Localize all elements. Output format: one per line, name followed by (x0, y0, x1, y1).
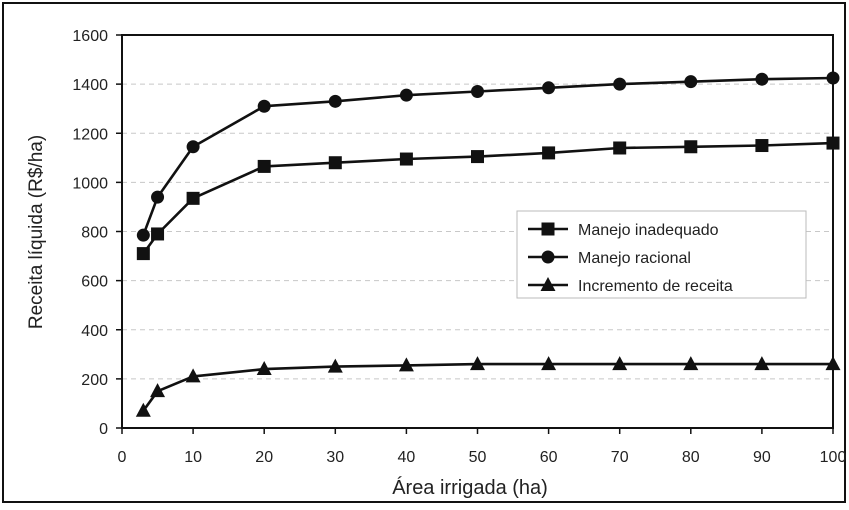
data-point-incremento-de-receita (185, 368, 201, 383)
x-tick-label: 60 (540, 449, 558, 466)
series-group (135, 71, 841, 417)
series-line-incremento-de-receita (142, 362, 833, 412)
data-point-incremento-de-receita (398, 357, 414, 372)
legend-marker-incremento-de-receita (540, 277, 556, 291)
data-point-manejo-inadequado (136, 247, 150, 261)
legend: Manejo inadequado Manejo racional Incremen… (516, 210, 807, 299)
data-point-manejo-racional (328, 94, 342, 108)
data-point-manejo-racional (684, 75, 698, 89)
legend-label-manejo-racional: Manejo racional (578, 250, 691, 267)
data-point-manejo-racional (186, 140, 200, 154)
data-point-incremento-de-receita (825, 356, 841, 371)
data-point-manejo-inadequado (684, 140, 698, 154)
data-point-incremento-de-receita (754, 356, 770, 371)
x-tick-label: 0 (118, 449, 127, 466)
data-point-incremento-de-receita (470, 356, 485, 371)
data-point-manejo-racional (136, 228, 150, 242)
data-point-incremento-de-receita (612, 356, 628, 371)
data-point-manejo-inadequado (151, 227, 165, 241)
data-point-incremento-de-receita (683, 356, 699, 371)
data-point-manejo-inadequado (399, 152, 413, 166)
series-line-manejo-racional (142, 76, 834, 236)
y-tick-label: 0 (99, 421, 108, 438)
x-tick-label: 70 (611, 449, 629, 466)
data-point-manejo-racional (151, 190, 165, 204)
data-point-manejo-inadequado (471, 150, 484, 164)
legend-box (516, 210, 807, 299)
x-axis-label: Área irrigada (ha) (392, 476, 548, 499)
x-axis-ticks: 0 10 20 30 40 50 60 70 80 90 100 (118, 428, 847, 466)
x-tick-label: 10 (184, 449, 202, 466)
data-point-manejo-racional (755, 72, 769, 86)
x-tick-label: 100 (820, 449, 847, 466)
x-tick-label: 30 (326, 449, 344, 466)
data-point-incremento-de-receita (256, 361, 272, 376)
grid-lines (122, 83, 833, 380)
x-tick-label: 50 (469, 449, 487, 466)
data-point-incremento-de-receita (135, 402, 151, 417)
data-point-manejo-inadequado (613, 141, 627, 155)
x-tick-label: 80 (682, 449, 700, 466)
data-point-manejo-racional (399, 88, 413, 102)
data-point-incremento-de-receita (541, 356, 557, 371)
data-point-manejo-racional (826, 71, 840, 85)
data-point-manejo-racional (257, 99, 271, 113)
data-point-manejo-inadequado (542, 146, 556, 160)
y-tick-label: 200 (81, 372, 108, 389)
data-point-incremento-de-receita (150, 383, 166, 398)
y-tick-label: 1200 (72, 126, 108, 143)
x-tick-label: 90 (753, 449, 771, 466)
legend-marker-manejo-racional (541, 250, 555, 264)
legend-marker-manejo-inadequado (541, 222, 555, 236)
x-tick-label: 20 (255, 449, 273, 466)
y-tick-label: 800 (81, 225, 108, 242)
data-point-manejo-inadequado (328, 156, 342, 170)
x-tick-label: 40 (398, 449, 416, 466)
data-point-manejo-inadequado (826, 136, 840, 150)
data-point-manejo-racional (542, 81, 556, 95)
y-axis-ticks: 0 200 400 600 800 1000 1200 1400 1600 (72, 28, 122, 438)
data-point-manejo-inadequado (257, 159, 271, 173)
data-point-manejo-racional (471, 84, 484, 98)
data-point-manejo-racional (613, 77, 627, 91)
legend-label-incremento-de-receita: Incremento de receita (578, 278, 733, 295)
y-tick-label: 1000 (72, 175, 108, 192)
y-tick-label: 600 (81, 274, 108, 291)
data-point-manejo-inadequado (186, 191, 200, 205)
legend-label-manejo-inadequado: Manejo inadequado (578, 222, 719, 239)
data-point-incremento-de-receita (327, 358, 343, 373)
data-point-manejo-inadequado (755, 139, 769, 153)
y-tick-label: 1600 (72, 28, 108, 45)
y-axis-label: Receita líquida (R$/ha) (26, 135, 47, 329)
y-tick-label: 1400 (72, 77, 108, 94)
y-tick-label: 400 (81, 323, 108, 340)
